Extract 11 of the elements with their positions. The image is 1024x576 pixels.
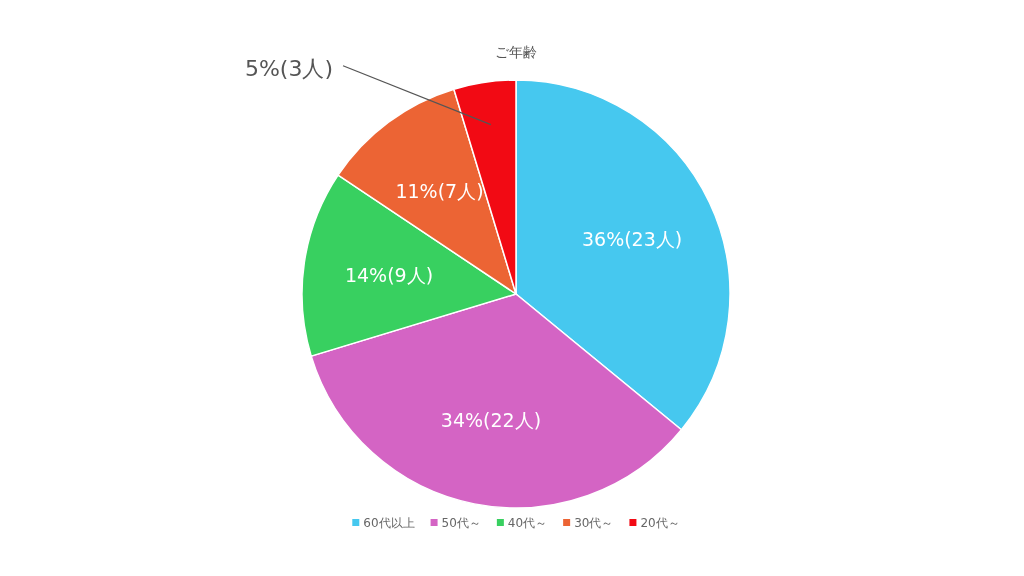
chart-title: ご年齢	[495, 44, 537, 60]
data-label: 11%(7人)	[395, 179, 484, 202]
data-label: 5%(3人)	[244, 55, 334, 81]
legend-label: 40代～	[507, 516, 548, 530]
data-label: 36%(23人)	[581, 228, 683, 251]
legend-label: 60代以上	[363, 516, 415, 530]
legend-label: 20代～	[640, 516, 680, 530]
data-label: 14%(9人)	[344, 264, 434, 287]
legend-label: 30代～	[574, 516, 614, 530]
data-label: 34%(22人)	[440, 408, 542, 431]
legend-label: 50代～	[441, 516, 481, 530]
